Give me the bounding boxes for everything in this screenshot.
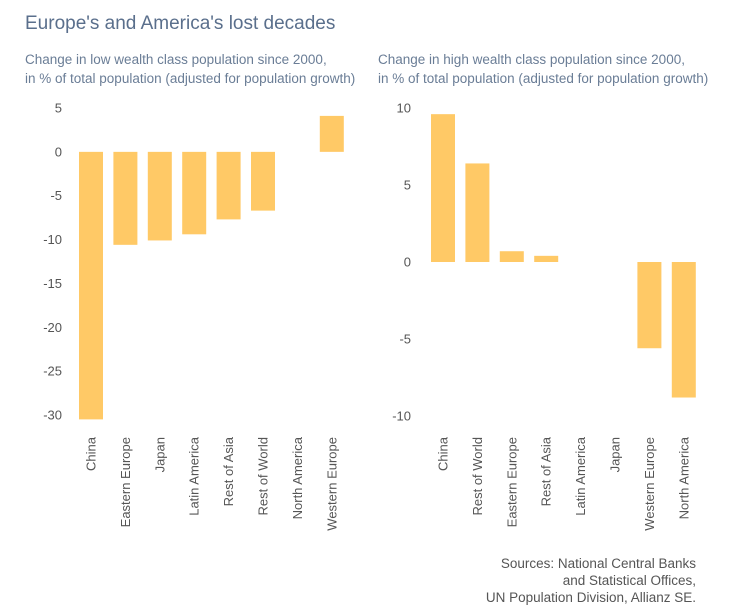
low-wealth-y-tick-label: -20	[43, 320, 62, 335]
page-title: Europe's and America's lost decades	[25, 13, 336, 34]
low-wealth-y-tick-label: -15	[43, 276, 62, 291]
low-wealth-category-label-japan: Japan	[152, 437, 167, 472]
low-wealth-category-label-rest-of-asia: Rest of Asia	[221, 436, 236, 506]
low-wealth-y-tick-label: 5	[55, 101, 62, 116]
right-subtitle-line2: in % of total population (adjusted for p…	[378, 71, 709, 86]
high-wealth-bar-china	[431, 114, 455, 262]
low-wealth-bar-japan	[147, 151, 172, 241]
high-wealth-bar-north-america	[671, 262, 696, 398]
high-wealth-y-tick-label: -5	[399, 332, 411, 347]
low-wealth-category-label-eastern-europe: Eastern Europe	[118, 437, 133, 527]
low-wealth-category-label-north-america: North America	[290, 436, 305, 519]
high-wealth-category-label-rest-of-world: Rest of World	[470, 437, 485, 516]
high-wealth-bar-rest-of-asia	[534, 255, 559, 262]
low-wealth-category-label-western-europe: Western Europe	[324, 437, 339, 531]
low-wealth-bar-eastern-europe	[113, 151, 138, 245]
high-wealth-category-label-eastern-europe: Eastern Europe	[504, 437, 519, 527]
low-wealth-y-tick-label: -30	[43, 408, 62, 423]
high-wealth-y-tick-label: 0	[404, 255, 411, 270]
right-chart-subtitle: Change in high wealth class population s…	[378, 50, 708, 88]
left-chart-subtitle: Change in low wealth class population si…	[25, 50, 355, 88]
high-wealth-bar-chart: 10 5 0 -5 -10 China Rest of World Eastern Europ…	[392, 101, 696, 531]
high-wealth-y-tick-label: 5	[404, 178, 411, 193]
high-wealth-bar-western-europe	[637, 262, 662, 349]
low-wealth-bar-latin-america	[182, 151, 207, 235]
high-wealth-category-label-latin-america: Latin America	[573, 436, 588, 516]
low-wealth-y-tick-label: 0	[55, 144, 62, 159]
high-wealth-bar-eastern-europe	[499, 251, 524, 262]
high-wealth-category-label-japan: Japan	[608, 437, 623, 472]
left-subtitle-line1: Change in low wealth class population si…	[25, 52, 327, 67]
low-wealth-category-label-latin-america: Latin America	[187, 436, 202, 516]
high-wealth-y-tick-label: -10	[392, 409, 411, 424]
sources-line1: Sources: National Central Banks	[500, 556, 696, 571]
left-subtitle-line2: in % of total population (adjusted for p…	[25, 71, 356, 86]
low-wealth-category-label-rest-of-world: Rest of World	[256, 437, 271, 516]
right-subtitle-line1: Change in high wealth class population s…	[378, 52, 685, 67]
high-wealth-y-tick-label: 10	[397, 101, 411, 116]
low-wealth-y-tick-label: -5	[50, 188, 62, 203]
high-wealth-bar-rest-of-world	[465, 163, 490, 262]
high-wealth-category-label-china: China	[436, 436, 451, 471]
sources-line3: UN Population Division, Allianz SE.	[485, 590, 696, 605]
low-wealth-bar-rest-of-asia	[216, 151, 241, 220]
low-wealth-category-label-china: China	[84, 436, 99, 471]
sources-line2: and Statistical Offices,	[562, 573, 696, 588]
high-wealth-category-label-western-europe: Western Europe	[642, 437, 657, 531]
low-wealth-bar-rest-of-world	[251, 151, 275, 211]
low-wealth-y-tick-label: -10	[43, 232, 62, 247]
low-wealth-bar-china	[79, 151, 103, 420]
low-wealth-y-tick-label: -25	[43, 364, 62, 379]
low-wealth-bar-chart: 5 0 -5 -10 -15 -20 -25 -30 China Eastern Europe Ja…	[43, 101, 344, 531]
sources-note: Sources: National Central Banks and Stat…	[486, 555, 696, 606]
high-wealth-category-label-rest-of-asia: Rest of Asia	[539, 436, 554, 506]
high-wealth-category-label-north-america: North America	[676, 436, 691, 519]
low-wealth-bar-western-europe	[319, 115, 344, 152]
